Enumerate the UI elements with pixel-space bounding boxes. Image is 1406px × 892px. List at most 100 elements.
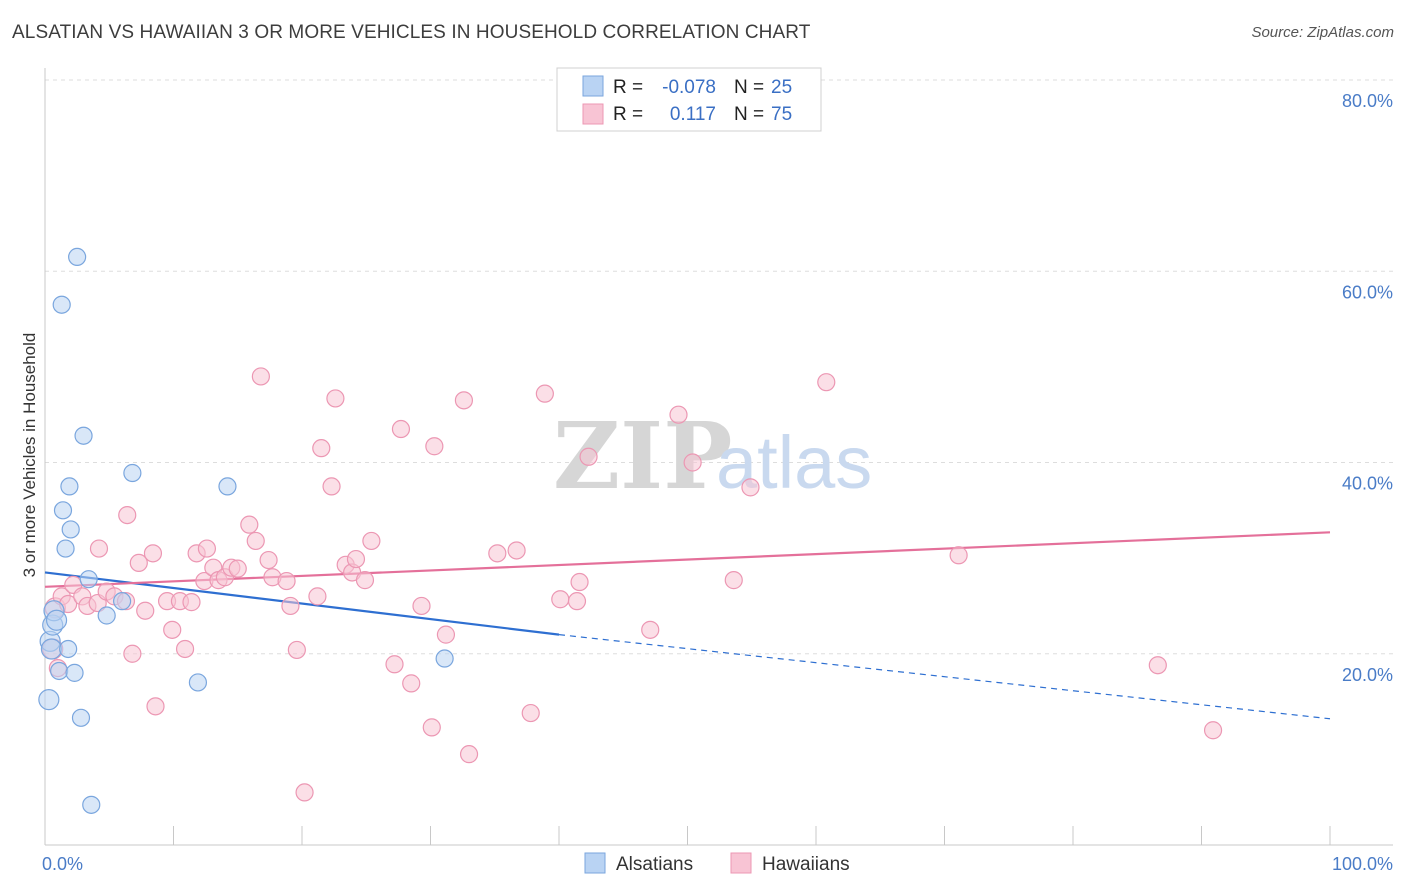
x-tick-label: 100.0%: [1332, 854, 1393, 874]
series-legend: Alsatians Hawaiians: [584, 852, 850, 875]
data-point-hawaiians: [551, 590, 570, 609]
data-point-alsatians: [112, 592, 132, 611]
data-point-hawaiians: [385, 655, 404, 674]
data-point-alsatians: [79, 570, 98, 589]
data-point-hawaiians: [425, 437, 444, 456]
data-point-alsatians: [40, 638, 63, 660]
data-point-hawaiians: [412, 596, 431, 616]
correlation-legend: R = -0.078 N = 25 R = 0.117 N = 75: [556, 67, 822, 132]
data-point-hawaiians: [1148, 656, 1167, 675]
data-point-hawaiians: [1203, 721, 1223, 740]
data-point-alsatians: [71, 708, 91, 727]
data-point-alsatians: [52, 295, 71, 314]
y-tick-label: 60.0%: [1342, 282, 1393, 302]
data-point-alsatians: [435, 649, 454, 668]
data-point-alsatians: [97, 606, 116, 625]
legend-swatch-alsatians: [582, 75, 604, 97]
data-point-alsatians: [61, 520, 80, 539]
data-point-hawaiians: [391, 419, 411, 439]
trend-line-alsatians-extrapolated: [558, 634, 1331, 720]
trend-lines: [44, 531, 1331, 720]
data-point-hawaiians: [669, 405, 688, 424]
data-point-hawaiians: [287, 640, 306, 660]
data-point-alsatians: [65, 663, 84, 682]
series-legend-swatch-alsatians: [584, 852, 606, 874]
data-point-hawaiians: [136, 601, 155, 620]
data-point-hawaiians: [240, 515, 259, 534]
data-point-hawaiians: [143, 544, 163, 563]
data-point-hawaiians: [422, 718, 441, 737]
data-point-hawaiians: [295, 783, 314, 802]
data-point-hawaiians: [312, 439, 331, 458]
trend-line-hawaiians: [44, 531, 1331, 588]
data-point-hawaiians: [175, 639, 195, 659]
legend-n-value-alsatians: 25: [771, 77, 792, 98]
legend-r-value-hawaiians: 0.117: [670, 104, 716, 125]
legend-r-label-hawaiians: R =: [613, 104, 643, 125]
data-point-hawaiians: [246, 531, 265, 551]
data-point-hawaiians: [567, 592, 587, 611]
data-point-hawaiians: [89, 539, 109, 558]
data-point-hawaiians: [436, 625, 456, 644]
data-point-hawaiians: [118, 505, 137, 525]
data-point-hawaiians: [724, 571, 743, 590]
data-point-hawaiians: [949, 546, 968, 565]
data-point-hawaiians: [322, 477, 341, 496]
axes: [44, 68, 1393, 846]
legend-swatch-hawaiians: [582, 103, 604, 125]
series-legend-label-hawaiians: Hawaiians: [762, 854, 850, 875]
watermark: ZIP atlas: [553, 402, 872, 510]
data-point-hawaiians: [123, 644, 142, 663]
data-point-hawaiians: [507, 541, 526, 560]
data-point-hawaiians: [346, 549, 366, 569]
data-point-hawaiians: [402, 674, 421, 693]
grid-lines: [45, 79, 1393, 655]
data-point-alsatians: [38, 689, 60, 711]
data-point-hawaiians: [459, 745, 479, 764]
data-point-alsatians: [218, 477, 237, 496]
y-tick-labels: 20.0% 40.0% 60.0% 80.0%: [1342, 91, 1393, 685]
data-point-alsatians: [60, 477, 79, 496]
data-point-alsatians: [82, 795, 101, 814]
chart-title: ALSATIAN VS HAWAIIAN 3 OR MORE VEHICLES …: [12, 22, 811, 43]
legend-n-label-alsatians: N =: [734, 77, 764, 98]
x-tick-labels: 0.0% 100.0%: [42, 854, 1393, 874]
data-point-alsatians: [50, 661, 69, 681]
data-point-hawaiians: [129, 553, 148, 573]
data-point-hawaiians: [535, 384, 554, 403]
legend-r-value-alsatians: -0.078: [662, 77, 716, 98]
data-point-alsatians: [74, 426, 93, 445]
y-tick-label: 80.0%: [1342, 91, 1393, 111]
data-point-hawaiians: [228, 559, 247, 578]
data-point-hawaiians: [326, 389, 345, 408]
data-point-hawaiians: [308, 587, 327, 606]
data-point-alsatians: [53, 501, 73, 520]
source-label: Source: ZipAtlas.com: [1251, 24, 1394, 41]
legend-r-label-alsatians: R =: [613, 77, 643, 98]
data-point-hawaiians: [683, 453, 702, 472]
series-legend-swatch-hawaiians: [730, 852, 752, 874]
data-point-alsatians: [45, 609, 68, 631]
data-point-hawaiians: [259, 550, 278, 570]
data-point-hawaiians: [488, 544, 507, 563]
data-point-hawaiians: [579, 447, 598, 466]
data-point-alsatians: [56, 539, 75, 558]
y-axis-title: 3 or more Vehicles in Household: [20, 333, 39, 578]
series-legend-label-alsatians: Alsatians: [616, 854, 693, 875]
y-tick-label: 20.0%: [1342, 665, 1393, 685]
data-point-alsatians: [188, 673, 208, 692]
data-point-hawaiians: [570, 572, 589, 592]
data-point-hawaiians: [277, 571, 296, 591]
data-point-hawaiians: [362, 531, 381, 551]
data-point-hawaiians: [521, 703, 540, 723]
legend-n-label-hawaiians: N =: [734, 104, 764, 125]
data-point-hawaiians: [197, 539, 217, 558]
watermark-atlas-text: atlas: [716, 421, 872, 504]
data-points: [38, 247, 1223, 814]
data-point-alsatians: [59, 639, 78, 659]
x-tick-label: 0.0%: [42, 854, 83, 874]
data-point-hawaiians: [355, 571, 375, 590]
data-point-hawaiians: [817, 373, 836, 392]
data-point-hawaiians: [146, 697, 165, 716]
